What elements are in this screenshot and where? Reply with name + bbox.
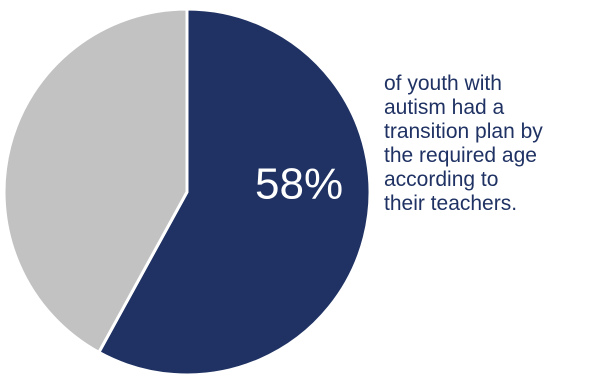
caption-line: of youth with: [384, 72, 502, 95]
caption-line: transition plan by: [384, 120, 543, 143]
caption-line: autism had a: [384, 96, 505, 119]
pie-slices: [2, 7, 372, 376]
caption-line: according to: [384, 168, 499, 191]
pie-slice-remainder: [2, 7, 189, 354]
caption-line: the required age: [384, 144, 537, 167]
pie-slice-primary: [97, 7, 372, 376]
caption-line: their teachers.: [384, 192, 518, 215]
pie-slice-label-percent: 58%: [255, 159, 343, 208]
caption-text: of youth with autism had a transition pl…: [384, 72, 599, 216]
